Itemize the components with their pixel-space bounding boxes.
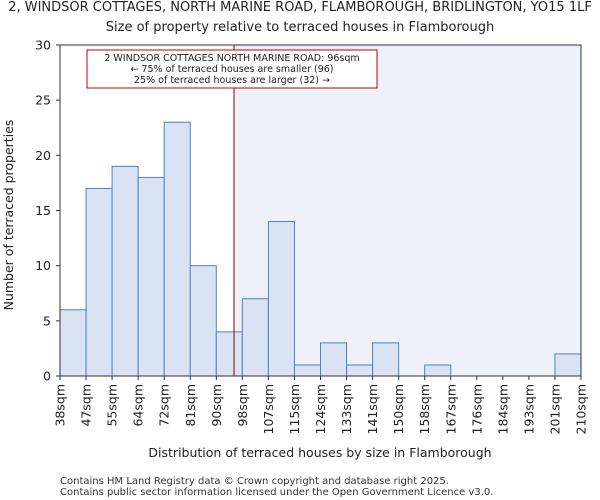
- footer-line1: Contains HM Land Registry data © Crown c…: [60, 476, 449, 487]
- y-tick-label: 10: [35, 258, 51, 273]
- y-tick-label: 30: [35, 38, 51, 53]
- bar-55sqm: [111, 165, 139, 377]
- y-axis-ticks: 0 5 10 15 20 25 30: [35, 38, 60, 384]
- y-tick-label: 25: [35, 93, 51, 108]
- x-tick-label: 201sqm: [547, 384, 562, 434]
- bar-47sqm: [85, 187, 113, 377]
- x-tick-label: 184sqm: [495, 384, 510, 434]
- bar-98sqm: [241, 298, 269, 377]
- y-axis-label: Number of terraced properties: [1, 120, 16, 311]
- annotation-line1: 2 WINDSOR COTTAGES NORTH MARINE ROAD: 96…: [104, 53, 359, 64]
- y-tick-label: 20: [35, 148, 51, 163]
- x-tick-label: 55sqm: [105, 384, 120, 427]
- bar-201sqm: [554, 353, 582, 377]
- y-tick-label: 0: [43, 369, 51, 384]
- x-tick-label: 98sqm: [235, 384, 250, 427]
- x-axis-ticks: 38sqm 47sqm 55sqm 64sqm 72sqm 81sqm 90sqm 98sqm…: [53, 376, 589, 434]
- annotation-line3: 25% of terraced houses are larger (32) →: [134, 75, 330, 86]
- x-tick-label: 90sqm: [209, 384, 224, 427]
- annotation-frame: [86, 49, 378, 89]
- x-tick-label: 176sqm: [469, 384, 484, 434]
- bar-115sqm: [293, 364, 322, 377]
- x-tick-label: 141sqm: [365, 384, 380, 434]
- bar-107sqm: [267, 221, 295, 377]
- x-tick-label: 72sqm: [157, 384, 172, 427]
- bar-158sqm: [424, 364, 452, 377]
- x-tick-label: 81sqm: [183, 384, 198, 427]
- x-tick-label: 193sqm: [521, 384, 536, 434]
- x-tick-label: 210sqm: [574, 384, 589, 434]
- bars-group: [59, 121, 582, 377]
- y-tick-label: 5: [43, 313, 51, 328]
- x-tick-label: 107sqm: [261, 384, 276, 434]
- footer-line2: Contains public sector information licen…: [60, 487, 493, 498]
- x-tick-label: 64sqm: [131, 384, 146, 427]
- bar-38sqm: [59, 309, 87, 377]
- bar-81sqm: [189, 265, 217, 377]
- x-tick-label: 124sqm: [313, 384, 328, 434]
- chart-title-line1: 2, WINDSOR COTTAGES, NORTH MARINE ROAD, …: [8, 0, 592, 15]
- bar-124sqm: [320, 342, 348, 377]
- x-tick-label: 167sqm: [443, 384, 458, 434]
- bar-90sqm: [215, 331, 243, 377]
- x-tick-label: 150sqm: [391, 384, 406, 434]
- chart-title-line2: Size of property relative to terraced ho…: [106, 20, 494, 35]
- bar-141sqm: [372, 342, 400, 377]
- annotation-line2: ← 75% of terraced houses are smaller (96…: [130, 64, 333, 75]
- x-tick-label: 115sqm: [287, 384, 302, 434]
- bar-72sqm: [163, 121, 191, 377]
- x-axis-label: Distribution of terraced houses by size …: [148, 445, 491, 460]
- annotation-box: 2 WINDSOR COTTAGES NORTH MARINE ROAD: 96…: [86, 49, 378, 89]
- x-tick-label: 38sqm: [53, 384, 68, 427]
- x-tick-label: 158sqm: [417, 384, 432, 434]
- bar-133sqm: [346, 364, 374, 377]
- y-tick-label: 15: [35, 203, 51, 218]
- bar-64sqm: [137, 176, 165, 377]
- x-tick-label: 133sqm: [339, 384, 354, 434]
- x-tick-label: 47sqm: [79, 384, 94, 427]
